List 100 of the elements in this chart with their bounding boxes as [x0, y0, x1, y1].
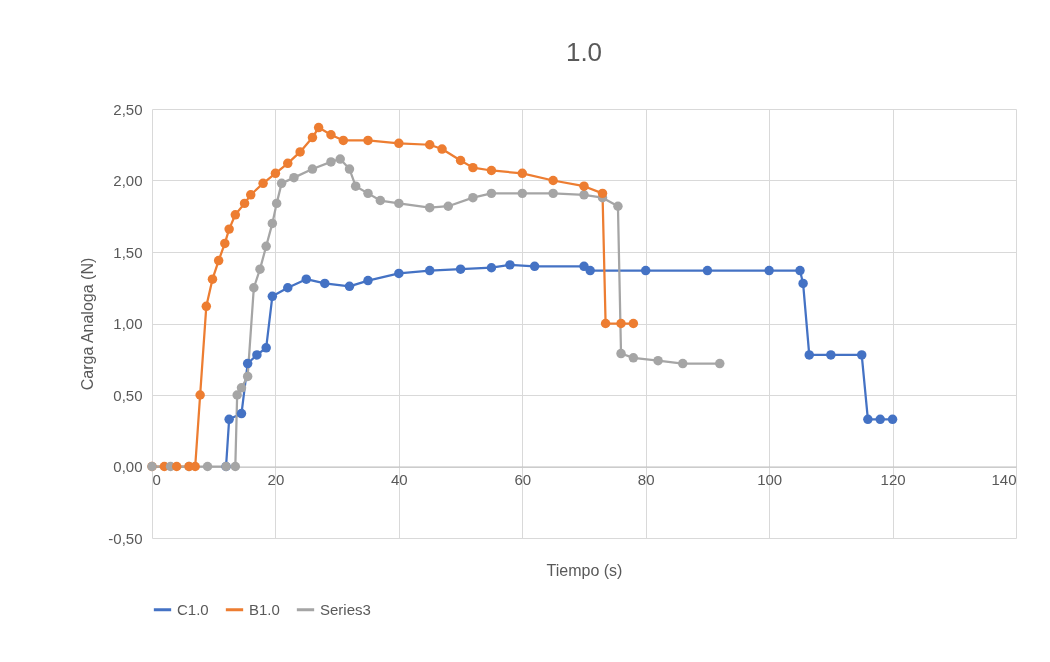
point	[313, 122, 324, 133]
x-tick-label: 100	[757, 471, 783, 488]
point	[276, 178, 287, 189]
point	[307, 164, 318, 174]
point	[804, 350, 814, 360]
point	[195, 390, 205, 400]
point	[613, 201, 623, 211]
x-tick-label: 60	[514, 471, 532, 488]
point	[798, 278, 808, 289]
point	[468, 162, 478, 173]
point	[600, 318, 611, 329]
point	[363, 275, 373, 286]
point	[261, 241, 271, 252]
point	[653, 355, 663, 366]
point	[616, 348, 626, 359]
point	[261, 343, 271, 353]
point	[350, 181, 361, 191]
x-tick-label: 140	[991, 471, 1017, 488]
y-axis-title: Carga Analoga (N)	[79, 257, 97, 391]
point	[875, 414, 885, 425]
point	[230, 461, 241, 472]
point	[715, 358, 725, 369]
point	[795, 265, 805, 276]
point	[295, 147, 305, 157]
x-tick-label: 0	[152, 471, 161, 488]
point	[220, 238, 230, 249]
point	[258, 178, 268, 189]
point	[213, 255, 224, 266]
point	[232, 390, 242, 400]
point	[394, 138, 404, 149]
point	[486, 263, 497, 273]
point	[455, 155, 466, 166]
point	[363, 135, 373, 146]
y-tick-label: 1,50	[113, 243, 143, 261]
point	[548, 175, 558, 186]
legend-label: C1.0	[177, 600, 209, 618]
point	[252, 350, 262, 360]
point	[764, 265, 774, 276]
point	[394, 268, 404, 279]
point	[486, 165, 497, 176]
point	[289, 172, 299, 183]
point	[529, 261, 540, 272]
point	[230, 210, 241, 220]
x-tick-label: 40	[391, 471, 408, 488]
chart-title: 1.0	[565, 37, 603, 67]
y-tick-label: 0,00	[113, 458, 143, 475]
point	[826, 350, 836, 360]
point	[326, 157, 336, 167]
point	[548, 188, 558, 199]
point	[394, 198, 404, 209]
point	[307, 132, 318, 143]
point	[616, 318, 626, 329]
legend-label: Series3	[320, 600, 371, 618]
x-tick-label: 20	[267, 471, 285, 488]
x-tick-label: 80	[637, 471, 655, 488]
point	[242, 371, 253, 382]
point	[517, 168, 528, 179]
point	[335, 154, 345, 164]
x-tick-label: 120	[880, 471, 906, 488]
point	[171, 461, 182, 472]
point	[267, 218, 278, 229]
point	[579, 261, 589, 272]
point	[224, 414, 234, 425]
point	[468, 192, 478, 203]
point	[270, 168, 281, 179]
legend-label: B1.0	[249, 600, 280, 618]
point	[597, 188, 608, 199]
point	[517, 188, 528, 199]
point	[443, 201, 453, 211]
point	[201, 301, 212, 312]
y-tick-label: 2,50	[113, 100, 143, 118]
point	[242, 358, 253, 369]
y-tick-label: 2,00	[113, 172, 143, 189]
point	[207, 274, 218, 284]
point	[437, 144, 447, 154]
point	[887, 414, 898, 425]
point	[236, 408, 247, 419]
point	[678, 358, 688, 369]
point	[424, 265, 435, 276]
point	[338, 135, 349, 146]
point	[455, 264, 466, 274]
point	[267, 291, 278, 302]
y-tick-label: 0,50	[113, 386, 143, 404]
point	[283, 158, 293, 169]
point	[344, 281, 355, 292]
point	[271, 198, 282, 209]
point	[585, 265, 595, 276]
point	[375, 195, 386, 206]
point	[424, 140, 435, 150]
point	[363, 188, 373, 199]
point	[326, 130, 336, 140]
point	[863, 414, 873, 425]
y-tick-label: -0,50	[108, 529, 143, 547]
point	[301, 274, 312, 284]
point	[424, 202, 435, 213]
point	[628, 353, 639, 363]
point	[283, 283, 293, 293]
point	[344, 164, 355, 174]
point	[579, 190, 589, 200]
point	[255, 264, 265, 274]
